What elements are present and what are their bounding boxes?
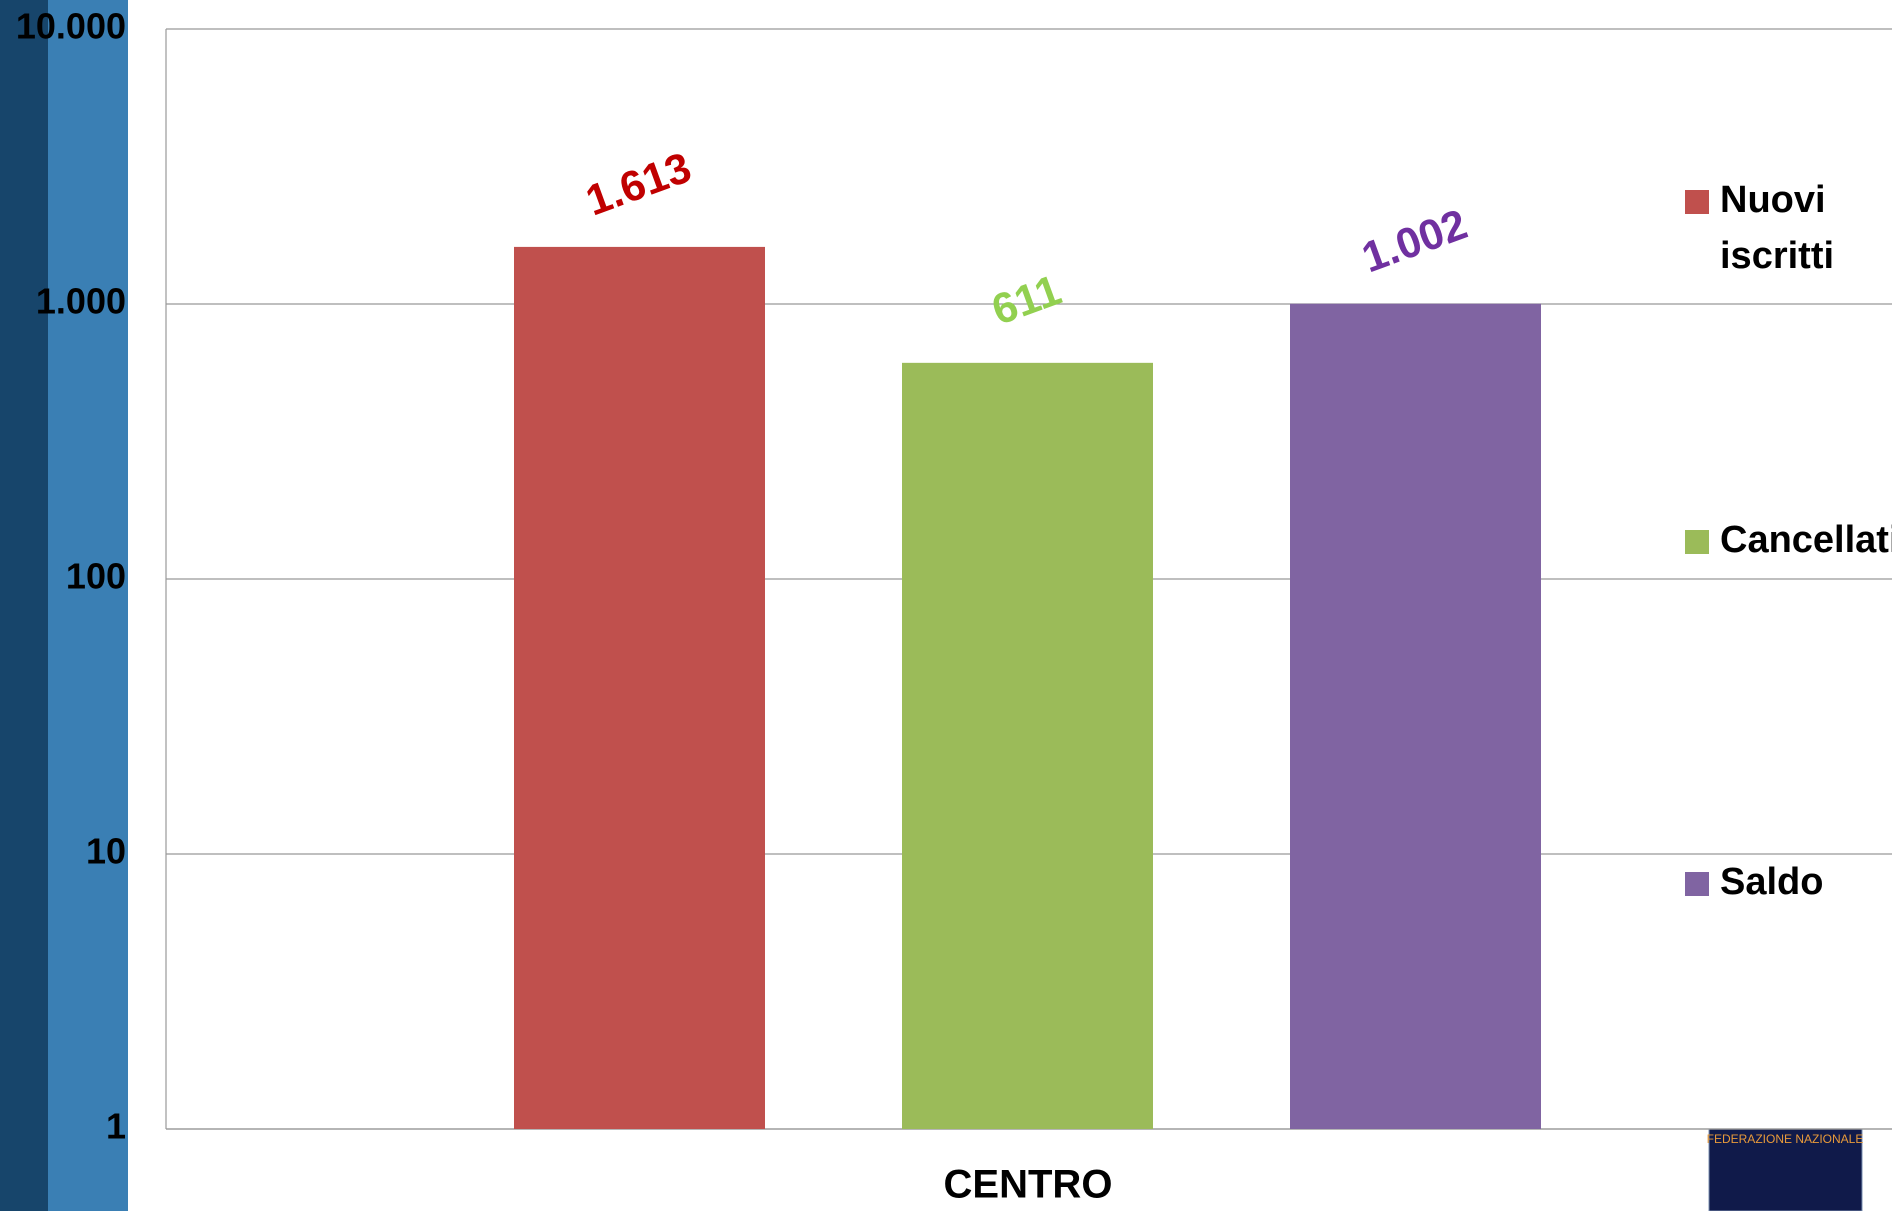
legend-label: Nuovi iscritti (1720, 179, 1834, 277)
y-tick-label: 10 (86, 831, 126, 872)
legend-swatch (1685, 190, 1709, 214)
y-tick-label: 1 (106, 1106, 126, 1147)
legend-label-line: iscritti (1720, 235, 1834, 277)
y-tick-label: 100 (66, 556, 126, 597)
side-band-light (48, 0, 128, 1211)
bar (514, 246, 765, 1130)
bar (902, 362, 1153, 1130)
legend-swatch (1685, 530, 1709, 554)
y-tick-label: 10.000 (16, 6, 126, 47)
side-band-dark (0, 0, 48, 1211)
legend-label: Cancellati (1720, 519, 1892, 561)
bar (1290, 303, 1541, 1130)
legend-label: Saldo (1720, 861, 1823, 903)
y-tick-label: 1.000 (36, 281, 126, 322)
x-tick-label: CENTRO (944, 1163, 1113, 1207)
legend-swatch (1685, 872, 1709, 896)
logo-text: FEDERAZIONE NAZIONALE (1707, 1132, 1864, 1146)
logo (1708, 1128, 1863, 1211)
legend-label-line: Nuovi (1720, 179, 1826, 221)
